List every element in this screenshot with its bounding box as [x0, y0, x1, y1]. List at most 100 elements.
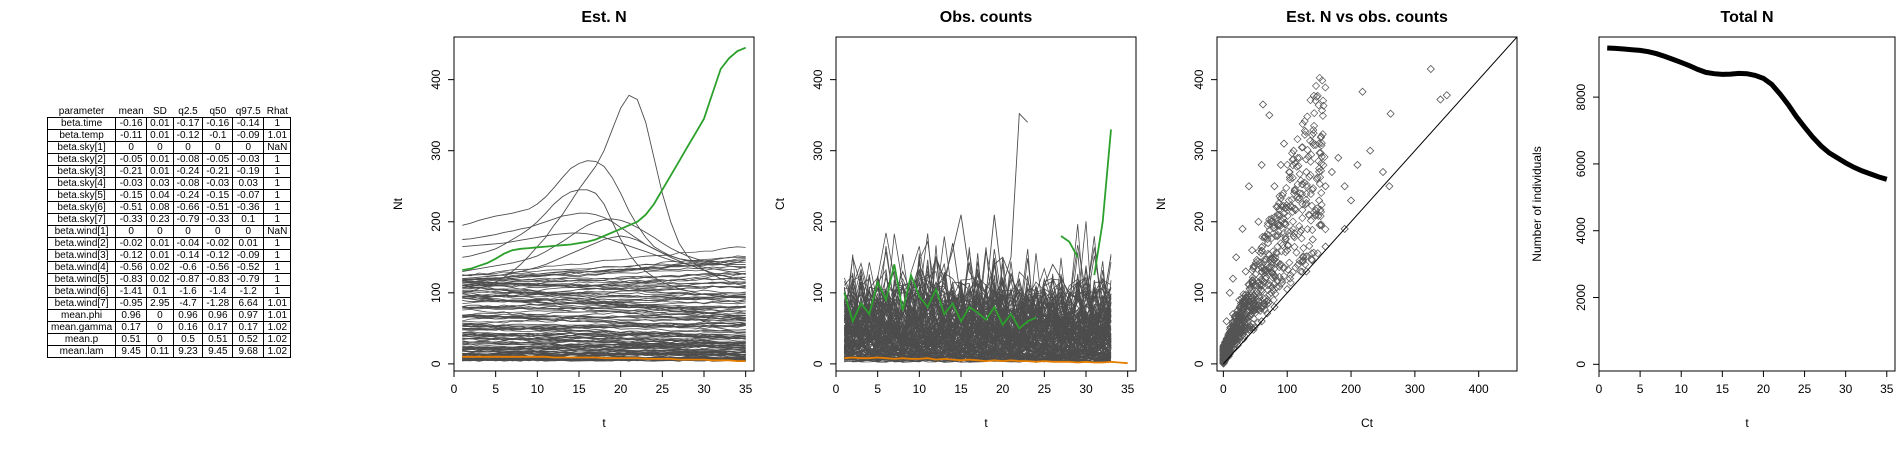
scatter-point: [1340, 182, 1349, 191]
table-cell: -0.51: [202, 201, 234, 214]
background-trajectory: [462, 255, 746, 282]
scatter-point: [1267, 254, 1277, 263]
x-tick-label: 300: [1405, 382, 1425, 396]
table-cell: 0.01: [146, 153, 174, 166]
scatter-point: [1289, 225, 1298, 234]
scatter-point: [1314, 101, 1323, 110]
scatter-point: [1309, 184, 1318, 193]
chart-title: Est. N: [581, 9, 626, 26]
table-cell: 0.03: [232, 177, 265, 190]
x-tick-label: 0: [451, 382, 458, 396]
table-cell: 0: [202, 141, 234, 154]
table-cell: -1.2: [232, 285, 265, 298]
scatter-point: [1250, 262, 1259, 271]
scatter-point: [1298, 205, 1307, 214]
scatter-point: [1306, 189, 1315, 198]
background-trajectory: [462, 281, 746, 298]
scatter-point: [1307, 256, 1316, 265]
scatter-point: [1275, 198, 1284, 208]
table-cell: 0: [115, 141, 148, 154]
scatter-point: [1291, 206, 1300, 215]
scatter-point: [1274, 221, 1283, 230]
background-trajectory: [462, 261, 746, 281]
scatter-point: [1263, 309, 1272, 318]
plot-frame: [835, 36, 1137, 372]
scatter-point: [1308, 185, 1317, 194]
y-tick-label: 200: [429, 211, 443, 231]
scatter-point: [1311, 81, 1321, 90]
scatter-point: [1316, 207, 1326, 216]
table-cell: 0.17: [202, 321, 234, 334]
scatter-point: [1293, 180, 1302, 189]
table-cell: beta.sky[7]: [46, 213, 117, 226]
scatter-point: [1245, 303, 1254, 312]
scatter-point: [1282, 184, 1291, 193]
scatter-point: [1248, 279, 1257, 288]
background-trajectory: [844, 347, 1112, 361]
table-cell: -0.52: [232, 261, 265, 274]
table-cell: 0: [232, 225, 265, 238]
scatter-point: [1298, 200, 1307, 209]
scatter-point: [1265, 251, 1274, 260]
table-cell: 9.23: [172, 345, 204, 358]
table-cell: -0.07: [232, 189, 265, 202]
table-cell: 0.96: [172, 309, 204, 322]
table-cell: -0.24: [172, 165, 204, 178]
table-cell: beta.wind[3]: [46, 249, 117, 262]
table-cell: 0.01: [146, 165, 174, 178]
scatter-point: [1279, 139, 1289, 148]
table-row: beta.sky[7] -0.33 0.23 -0.79 -0.33 0.1 1: [46, 213, 292, 226]
table-header-cell: Rhat: [266, 106, 288, 117]
scatter-point: [1276, 239, 1285, 248]
scatter-point: [1311, 211, 1320, 220]
scatter-point: [1297, 225, 1306, 235]
scatter-point: [1297, 234, 1306, 243]
scatter-point: [1283, 241, 1292, 250]
est-n-vs-obs-panel: Est. N vs obs. counts 0 100 200 300 400 0 100 20…: [1133, 0, 1533, 450]
table-cell: mean.lam: [46, 345, 117, 358]
scatter-point: [1258, 100, 1268, 109]
scatter-point: [1310, 109, 1319, 118]
table-row: mean.gamma 0.17 0 0.16 0.17 0.17 1.02: [46, 321, 292, 334]
scatter-point: [1297, 143, 1306, 152]
table-cell: -0.79: [232, 273, 265, 286]
table-cell: 1: [263, 189, 292, 202]
table-row: mean.lam 9.45 0.11 9.23 9.45 9.68 1.02: [46, 345, 292, 358]
scatter-point: [1257, 246, 1266, 255]
background-trajectory: [462, 322, 746, 333]
scatter-point: [1317, 152, 1326, 161]
table-cell: -0.16: [202, 117, 234, 130]
plot-frame: [453, 36, 755, 372]
x-tick-label: 0: [1220, 382, 1227, 396]
table-row: beta.wind[5] -0.83 0.02 -0.87 -0.83 -0.79 1: [46, 273, 292, 286]
table-cell: 1: [263, 273, 292, 286]
table-cell: 0.01: [146, 249, 174, 262]
scatter-point: [1302, 182, 1311, 191]
table-cell: -0.21: [202, 165, 234, 178]
table-cell: 0: [146, 321, 174, 334]
scatter-point: [1314, 157, 1323, 166]
scatter-point: [1305, 241, 1314, 250]
scatter-point: [1267, 263, 1276, 272]
scatter-point: [1294, 161, 1303, 170]
plot-area: [1219, 37, 1517, 368]
table-cell: 1.01: [263, 309, 292, 322]
table-row: mean.p 0.51 0 0.5 0.51 0.52 1.02: [46, 333, 292, 346]
table-row: beta.sky[6] -0.51 0.08 -0.66 -0.51 -0.36 1: [46, 201, 292, 214]
plot-area: [1607, 45, 1888, 182]
table-cell: 0.96: [202, 309, 234, 322]
scatter-point: [1321, 242, 1330, 251]
table-header-cell: q50: [209, 106, 227, 117]
scatter-point: [1315, 179, 1324, 189]
scatter-point: [1224, 331, 1233, 340]
scatter-point: [1286, 271, 1295, 280]
background-trajectory: [462, 296, 746, 303]
scatter-point: [1232, 253, 1241, 262]
background-trajectory: [844, 318, 1112, 363]
table-cell: 1: [263, 213, 292, 226]
scatter-point: [1386, 109, 1395, 118]
scatter-point: [1269, 247, 1278, 256]
table-row: beta.sky[5] -0.15 0.04 -0.24 -0.15 -0.07 1: [46, 189, 292, 202]
scatter-point: [1309, 125, 1318, 135]
scatter-point: [1283, 285, 1292, 294]
